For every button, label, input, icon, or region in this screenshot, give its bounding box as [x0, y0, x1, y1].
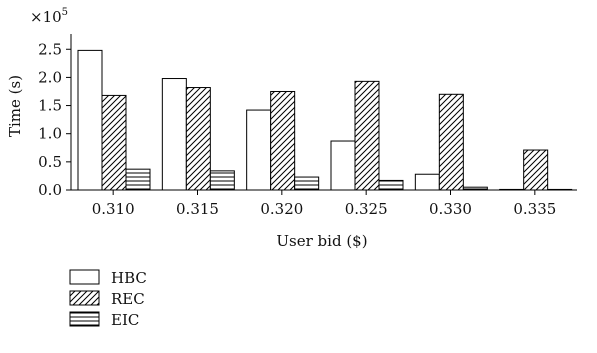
- plot-area: 0.310 0.315 0.320 0.325 0.330 0.335 0.0 0.5 1.0 1…: [38, 34, 577, 218]
- y-tick-label: 0.5: [38, 153, 62, 171]
- bar-rec-0.325: [354, 80, 380, 191]
- bar-rec-0.320: [270, 90, 296, 191]
- bar-hbc-0.330: [414, 173, 440, 191]
- legend: HBC REC EIC: [69, 269, 147, 329]
- legend-swatch-rec: [69, 290, 100, 306]
- x-tick-label: 0.315: [176, 200, 219, 218]
- bar-hbc-0.320: [246, 109, 272, 191]
- x-axis-label: User bid ($): [276, 232, 367, 250]
- bar-rec-0.315: [185, 87, 211, 191]
- bar-rec-0.335: [523, 149, 549, 191]
- y-multiplier-base: ×10: [30, 8, 62, 26]
- y-tick-label: 1.0: [38, 125, 62, 143]
- bar-rec-0.310: [101, 94, 127, 191]
- bar-eic-0.310: [125, 168, 151, 191]
- legend-label-rec: REC: [111, 290, 145, 308]
- legend-label-eic: EIC: [111, 311, 139, 329]
- x-tick-label: 0.335: [513, 200, 556, 218]
- bar-hbc-0.315: [161, 78, 187, 191]
- legend-swatch-hbc: [69, 269, 100, 285]
- bar-eic-0.315: [209, 170, 235, 191]
- x-tick-label: 0.310: [92, 200, 135, 218]
- y-tick-label: 2.0: [38, 68, 62, 86]
- y-axis-label: Time (s): [6, 75, 24, 137]
- y-multiplier-exponent: 5: [62, 7, 68, 18]
- bar-eic-0.320: [294, 176, 320, 191]
- bar-rec-0.330: [438, 93, 464, 191]
- bar-hbc-0.325: [330, 140, 356, 191]
- legend-swatch-eic: [69, 311, 100, 327]
- x-tick-label: 0.330: [429, 200, 472, 218]
- bar-eic-0.325: [378, 179, 404, 191]
- y-tick-label: 0.0: [38, 181, 62, 199]
- y-tick-label: 2.5: [38, 40, 62, 58]
- bar-hbc-0.310: [77, 49, 103, 191]
- y-multiplier-label: ×105: [30, 7, 68, 26]
- legend-label-hbc: HBC: [111, 269, 147, 287]
- y-tick-label: 1.5: [38, 97, 62, 115]
- x-tick-label: 0.320: [260, 200, 303, 218]
- x-tick-label: 0.325: [345, 200, 388, 218]
